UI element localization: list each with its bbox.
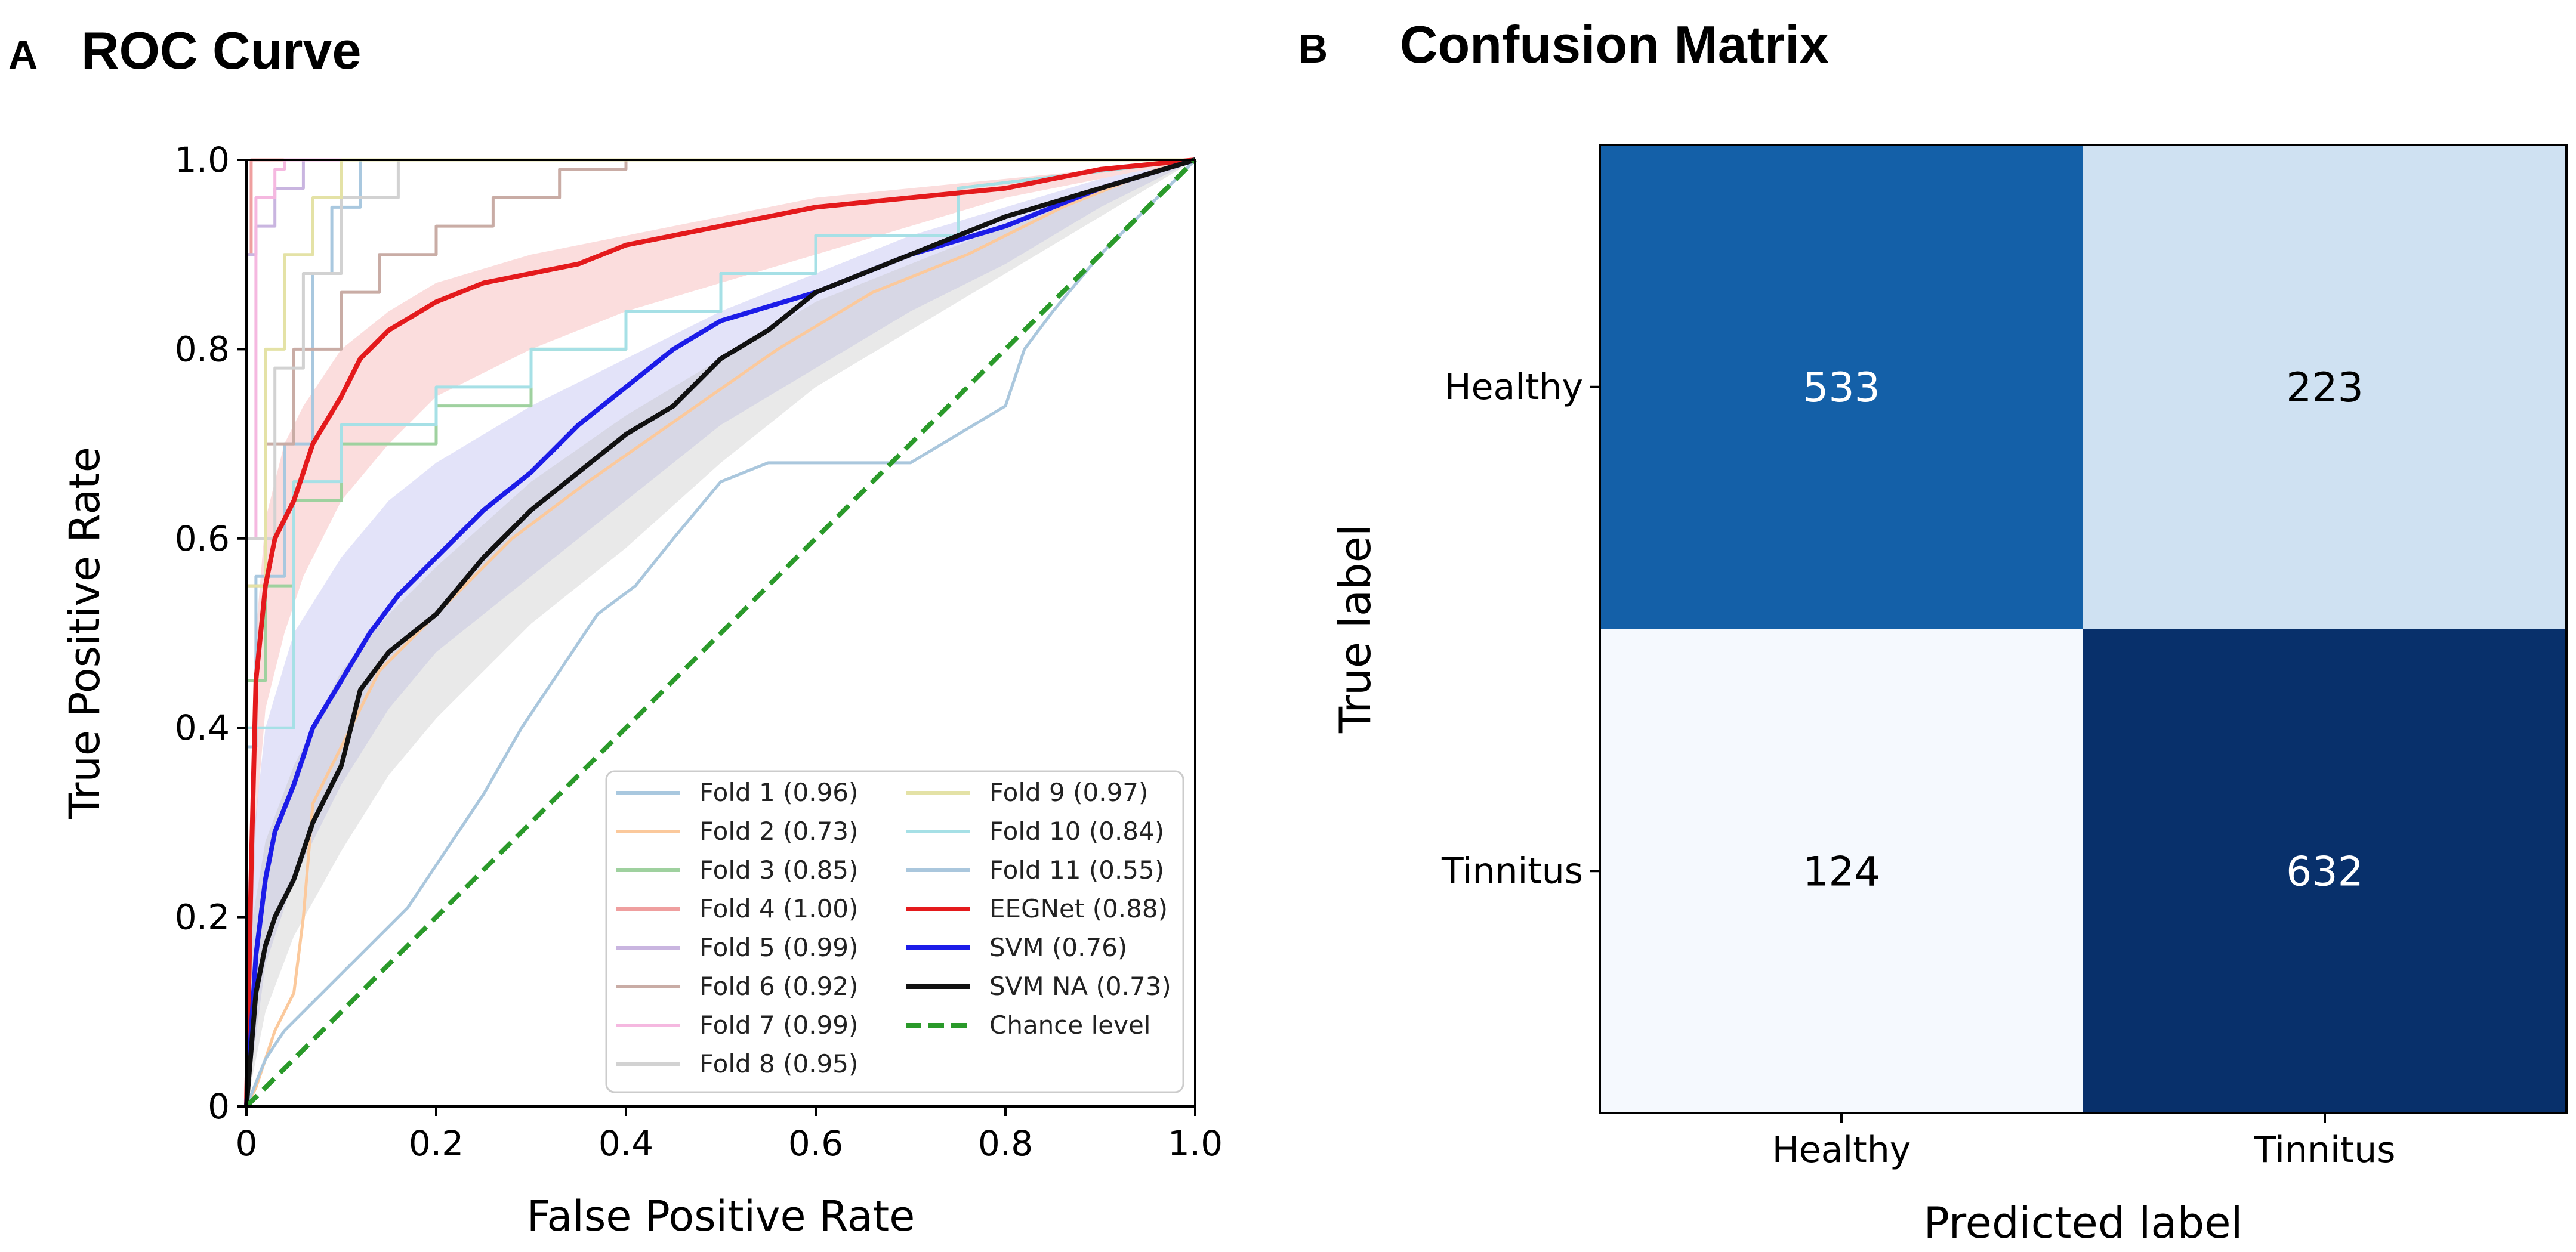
legend-item-fold-9-0-97: Fold 9 (0.97) bbox=[906, 778, 1148, 807]
series-fold-5-0-99 bbox=[245, 158, 1195, 1106]
legend-item-fold-3-0-85: Fold 3 (0.85) bbox=[616, 855, 858, 885]
panel-a-title: ROC Curve bbox=[81, 21, 361, 80]
y-tick-label: 0.8 bbox=[175, 329, 230, 369]
series-chance-level bbox=[245, 158, 1197, 1108]
series-fold-11-0-55 bbox=[245, 159, 1196, 1107]
band-svm-na-0-73 bbox=[246, 160, 1195, 1106]
legend-item-fold-11-0-55: Fold 11 (0.55) bbox=[906, 855, 1164, 885]
legend-item-fold-6-0-92: Fold 6 (0.92) bbox=[616, 972, 858, 1001]
legend-item-fold-1-0-96: Fold 1 (0.96) bbox=[616, 778, 858, 807]
legend-item-svm-na-0-73: SVM NA (0.73) bbox=[906, 972, 1171, 1001]
x-tick-label: 0.8 bbox=[978, 1123, 1033, 1164]
y-tick-label: 0.4 bbox=[175, 707, 230, 748]
legend-label: Fold 9 (0.97) bbox=[989, 778, 1148, 807]
y-tick-label: 0.2 bbox=[175, 897, 230, 938]
legend-item-fold-7-0-99: Fold 7 (0.99) bbox=[616, 1010, 858, 1040]
legend-label: Fold 8 (0.95) bbox=[699, 1049, 858, 1078]
cm-cell-tinnitus-healthy bbox=[1600, 629, 2083, 1113]
legend-label: Fold 1 (0.96) bbox=[699, 778, 858, 807]
legend-label: Fold 4 (1.00) bbox=[699, 894, 858, 923]
y-tick-label: 0.6 bbox=[175, 518, 230, 559]
cm-y-tick-label: Tinnitus bbox=[1441, 850, 1583, 892]
panel-b-letter: B bbox=[1298, 26, 1328, 72]
series-fold-9-0-97 bbox=[245, 158, 1195, 1106]
panel-b-title: Confusion Matrix bbox=[1400, 15, 1829, 74]
legend-label: Fold 5 (0.99) bbox=[699, 933, 858, 962]
y-tick-label: 1.0 bbox=[175, 140, 230, 180]
roc-chart: 0 0.2 0.4 0.6 0.8 1.0 0 0.2 0.4 0.6 0.8 1.0 False P… bbox=[60, 140, 1223, 1241]
legend-item-fold-8-0-95: Fold 8 (0.95) bbox=[616, 1049, 858, 1078]
panel-a-letter: A bbox=[8, 32, 38, 78]
cm-cell-tinnitus-tinnitus bbox=[2083, 629, 2566, 1113]
cm-cell-value: 632 bbox=[2286, 848, 2364, 895]
legend-label: EEGNet (0.88) bbox=[989, 894, 1168, 923]
series-svm-na-0-73 bbox=[244, 157, 1196, 1107]
cm-y-axis-label: True label bbox=[1330, 524, 1380, 734]
legend-label: SVM NA (0.73) bbox=[989, 972, 1171, 1001]
legend-item-fold-2-0-73: Fold 2 (0.73) bbox=[616, 817, 858, 846]
legend-label: Fold 6 (0.92) bbox=[699, 972, 858, 1001]
cm-x-axis-label: Predicted label bbox=[1923, 1198, 2242, 1248]
cm-frame bbox=[1599, 144, 2568, 1114]
series-fold-10-0-84 bbox=[245, 158, 1196, 1106]
roc-legend-box bbox=[605, 770, 1184, 1093]
legend-label: Fold 7 (0.99) bbox=[699, 1010, 858, 1040]
legend-label: Fold 3 (0.85) bbox=[699, 855, 858, 885]
legend-label: Fold 11 (0.55) bbox=[989, 855, 1164, 885]
roc-series-lines bbox=[244, 157, 1197, 1108]
cm-cell-healthy-tinnitus bbox=[2083, 145, 2566, 629]
legend-item-eegnet-0-88: EEGNet (0.88) bbox=[906, 894, 1168, 923]
roc-axis-ticks: 0 0.2 0.4 0.6 0.8 1.0 0 0.2 0.4 0.6 0.8 1.0 bbox=[175, 140, 1223, 1164]
legend-label: Fold 10 (0.84) bbox=[989, 817, 1164, 846]
legend-label: Fold 2 (0.73) bbox=[699, 817, 858, 846]
cm-cell-healthy-healthy bbox=[1600, 145, 2083, 629]
legend-item-svm-0-76: SVM (0.76) bbox=[906, 933, 1127, 962]
series-eegnet-0-88 bbox=[244, 157, 1196, 1107]
x-tick-label: 0.6 bbox=[788, 1123, 843, 1164]
x-tick-label: 0 bbox=[236, 1123, 258, 1164]
cm-x-tick-label: Healthy bbox=[1772, 1129, 1911, 1171]
legend-item-chance-level: Chance level bbox=[906, 1010, 1150, 1040]
roc-legend: Fold 1 (0.96) Fold 2 (0.73) Fold 3 (0.85) F… bbox=[605, 770, 1184, 1093]
roc-y-axis-label: True Positive Rate bbox=[60, 447, 109, 820]
cm-cell-value: 223 bbox=[2286, 364, 2364, 412]
roc-plot-frame bbox=[245, 159, 1196, 1108]
cm-cell-value: 124 bbox=[1803, 848, 1880, 895]
confusion-matrix: 533 223 124 632 Healthy Tinnitus Healthy Tinni… bbox=[1330, 144, 2568, 1248]
x-tick-label: 0.2 bbox=[409, 1123, 464, 1164]
cm-cell-value: 533 bbox=[1803, 364, 1880, 412]
roc-confidence-bands bbox=[246, 160, 1195, 1106]
series-fold-2-0-73 bbox=[245, 158, 1196, 1108]
legend-label: SVM (0.76) bbox=[989, 933, 1127, 962]
roc-x-axis-label: False Positive Rate bbox=[527, 1192, 915, 1241]
legend-item-fold-5-0-99: Fold 5 (0.99) bbox=[616, 933, 858, 962]
x-tick-label: 1.0 bbox=[1168, 1123, 1223, 1164]
cm-y-tick-label: Healthy bbox=[1444, 366, 1583, 408]
legend-label: Chance level bbox=[989, 1010, 1150, 1040]
cm-x-tick-label: Tinnitus bbox=[2253, 1129, 2395, 1171]
band-svm-0-76 bbox=[246, 160, 1195, 1106]
legend-item-fold-4-1-00: Fold 4 (1.00) bbox=[616, 894, 858, 923]
x-tick-label: 0.4 bbox=[599, 1123, 653, 1164]
y-tick-label: 0 bbox=[208, 1086, 230, 1127]
legend-item-fold-10-0-84: Fold 10 (0.84) bbox=[906, 817, 1164, 846]
